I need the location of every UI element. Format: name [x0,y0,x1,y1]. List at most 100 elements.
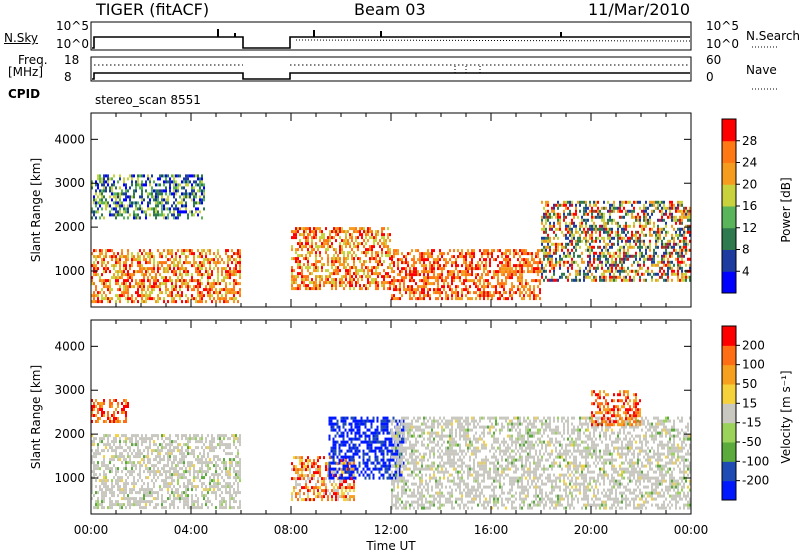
echo-cell [661,209,663,213]
echo-cell [177,491,179,495]
echo-cell [117,204,119,208]
echo-cell [583,209,585,213]
echo-cell [297,477,299,481]
echo-cell [453,273,455,277]
echo-cell [217,464,219,468]
echo-cell [503,252,505,256]
echo-cell [607,236,609,240]
echo-cell [501,294,503,298]
echo-cell [437,267,439,271]
echo-cell [401,267,403,271]
echo-cell [237,476,239,480]
echo-cell [483,285,485,289]
echo-cell [347,257,349,261]
echo-cell [291,462,293,466]
echo-cell [457,264,459,268]
echo-cell [299,462,301,466]
echo-cell [423,294,425,298]
echo-cell [237,249,239,253]
echo-cell [173,446,175,450]
echo-cell [347,272,349,276]
echo-cell [349,278,351,282]
echo-cell [661,272,663,276]
echo-cell [97,491,99,495]
echo-cell [159,267,161,271]
echo-cell [165,285,167,289]
nave-label: Nave [746,63,777,77]
echo-cell [129,198,131,202]
echo-cell [211,300,213,304]
echo-cell [123,285,125,289]
echo-cell [141,186,143,190]
echo-cell [539,267,541,271]
echo-cell [183,473,185,477]
echo-cell [153,473,155,477]
echo-cell [121,192,123,196]
echo-cell [323,477,325,481]
echo-cell [635,251,637,255]
echo-cell [361,287,363,291]
echo-cell [471,279,473,283]
echo-cell [195,446,197,450]
echo-cell [565,221,567,225]
echo-cell [177,497,179,501]
echo-cell [657,233,659,237]
echo-cell [403,267,405,271]
echo-cell [681,257,683,261]
echo-cell [517,288,519,292]
echo-cell [127,216,129,220]
echo-cell [565,203,567,207]
nave-tick-top: 60 [706,53,722,67]
echo-cell [393,249,395,253]
echo-cell [567,206,569,210]
echo-cell [339,251,341,255]
echo-cell [677,206,679,210]
echo-cell [579,224,581,228]
echo-cell [193,180,195,184]
echo-cell [377,251,379,255]
echo-cell [205,270,207,274]
echo-cell [111,494,113,498]
echo-cell [173,497,175,501]
echo-cell [137,479,139,483]
echo-cell [567,278,569,282]
echo-cell [183,198,185,202]
echo-region [291,227,391,291]
echo-cell [161,488,163,492]
echo-cell [433,288,435,292]
echo-cell [291,266,293,270]
echo-cell [155,279,157,283]
echo-cell [671,269,673,273]
echo-cell [511,288,513,292]
echo-cell [609,233,611,237]
echo-cell [313,287,315,291]
echo-cell [555,257,557,261]
echo-cell [349,281,351,285]
echo-cell [237,291,239,295]
echo-cell [147,461,149,465]
echo-cell [113,192,115,196]
echo-cell [123,282,125,286]
echo-cell [139,195,141,199]
echo-cell [101,282,103,286]
echo-cell [295,281,297,285]
echo-cell [507,267,509,271]
echo-cell [311,239,313,243]
echo-cell [375,278,377,282]
echo-cell [203,449,205,453]
echo-cell [105,249,107,253]
echo-cell [685,251,687,255]
echo-cell [103,500,105,504]
echo-cell [505,267,507,271]
echo-cell [183,464,185,468]
echo-cell [583,227,585,231]
echo-cell [459,279,461,283]
echo-cell [657,272,659,276]
echo-cell [657,224,659,228]
echo-cell [235,470,237,474]
echo-cell [207,446,209,450]
echo-cell [175,258,177,262]
echo-cell [451,294,453,298]
echo-cell [193,452,195,456]
echo-cell [679,248,681,252]
